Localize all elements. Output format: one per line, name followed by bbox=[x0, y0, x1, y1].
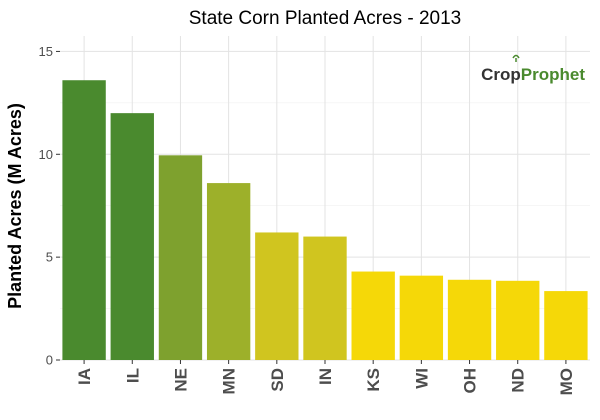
bar-mn bbox=[206, 183, 251, 360]
chart-title: State Corn Planted Acres - 2013 bbox=[189, 8, 462, 29]
bar-mo bbox=[544, 291, 588, 360]
x-tick-label-mn: MN bbox=[220, 368, 239, 394]
bar-oh bbox=[447, 279, 492, 360]
y-axis-ticks: 0 5 10 15 bbox=[39, 44, 60, 368]
y-tick-label: 15 bbox=[39, 44, 53, 59]
bar-ia bbox=[62, 80, 106, 360]
bar-nd bbox=[496, 280, 540, 360]
y-tick-label: 5 bbox=[46, 250, 53, 265]
x-axis-ticks: IA IL NE MN SD IN KS WI OH ND MO bbox=[75, 360, 576, 395]
bars bbox=[62, 80, 588, 361]
x-tick-label-il: IL bbox=[123, 368, 142, 383]
svg-text:CropProphet: CropProphet bbox=[481, 65, 585, 84]
bar-sd bbox=[255, 232, 299, 360]
x-tick-label-mo: MO bbox=[557, 368, 576, 395]
x-tick-label-ks: KS bbox=[364, 368, 383, 392]
x-tick-label-wi: WI bbox=[412, 368, 431, 389]
x-tick-label-in: IN bbox=[316, 368, 335, 385]
bar-ne bbox=[158, 155, 203, 360]
y-tick-label: 0 bbox=[46, 353, 53, 368]
x-tick-label-ne: NE bbox=[171, 368, 190, 392]
y-tick-label: 10 bbox=[39, 147, 53, 162]
bar-in bbox=[303, 236, 347, 360]
bar-ks bbox=[351, 271, 395, 360]
logo-sprout-icon bbox=[512, 54, 520, 62]
x-tick-label-sd: SD bbox=[268, 368, 287, 392]
x-tick-label-nd: ND bbox=[509, 368, 528, 393]
logo-prophet-text: Prophet bbox=[521, 65, 586, 84]
x-tick-label-ia: IA bbox=[75, 368, 94, 385]
bar-wi bbox=[399, 275, 444, 360]
y-axis-label: Planted Acres (M Acres) bbox=[5, 103, 25, 309]
x-tick-label-oh: OH bbox=[461, 368, 480, 394]
cropprophet-logo: CropProphet bbox=[481, 54, 585, 84]
logo-crop-text: Crop bbox=[481, 65, 521, 84]
bar-il bbox=[110, 113, 154, 361]
